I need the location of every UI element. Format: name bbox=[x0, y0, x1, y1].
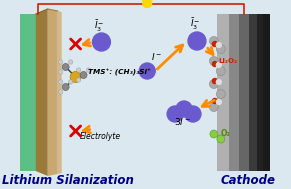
Text: Lithium Silanization: Lithium Silanization bbox=[2, 174, 134, 187]
Text: Li₂O₂: Li₂O₂ bbox=[219, 58, 238, 64]
Circle shape bbox=[58, 60, 63, 64]
Circle shape bbox=[212, 42, 217, 46]
Circle shape bbox=[68, 60, 73, 64]
Text: TMS⁺: (CH₃)₃Si⁺: TMS⁺: (CH₃)₃Si⁺ bbox=[88, 68, 150, 76]
Bar bbox=[257, 14, 262, 171]
Bar bbox=[217, 14, 229, 171]
Text: $I^-$: $I^-$ bbox=[151, 51, 162, 62]
Circle shape bbox=[188, 32, 206, 50]
Text: O₂: O₂ bbox=[221, 129, 231, 138]
Circle shape bbox=[217, 80, 221, 84]
Text: $\bar{I}_3^-$: $\bar{I}_3^-$ bbox=[94, 18, 105, 33]
Circle shape bbox=[139, 63, 155, 79]
Circle shape bbox=[217, 63, 221, 67]
Circle shape bbox=[210, 130, 218, 138]
Text: Electrolyte: Electrolyte bbox=[79, 132, 121, 141]
Circle shape bbox=[58, 90, 63, 94]
Circle shape bbox=[217, 90, 225, 98]
Circle shape bbox=[212, 61, 217, 67]
Circle shape bbox=[58, 80, 63, 84]
Bar bbox=[262, 14, 269, 171]
Circle shape bbox=[210, 102, 218, 112]
Bar bbox=[20, 14, 269, 171]
Bar bbox=[229, 14, 239, 171]
Circle shape bbox=[212, 78, 217, 84]
Text: $3I^-$: $3I^-$ bbox=[173, 116, 191, 127]
Circle shape bbox=[167, 106, 183, 122]
Polygon shape bbox=[58, 11, 62, 174]
Bar bbox=[20, 14, 36, 171]
Text: $\bar{I}_3^-$: $\bar{I}_3^-$ bbox=[190, 17, 200, 33]
Circle shape bbox=[93, 33, 110, 51]
Bar bbox=[249, 14, 257, 171]
Circle shape bbox=[86, 68, 91, 72]
Circle shape bbox=[58, 70, 63, 74]
Circle shape bbox=[217, 135, 225, 143]
Circle shape bbox=[217, 43, 221, 47]
Circle shape bbox=[185, 106, 201, 122]
Circle shape bbox=[210, 57, 218, 66]
Circle shape bbox=[210, 36, 218, 46]
Text: Cathode: Cathode bbox=[221, 174, 276, 187]
Circle shape bbox=[210, 80, 218, 88]
Circle shape bbox=[212, 98, 217, 104]
Polygon shape bbox=[36, 9, 48, 176]
Circle shape bbox=[68, 80, 73, 84]
Circle shape bbox=[62, 64, 69, 70]
Circle shape bbox=[143, 0, 152, 8]
Circle shape bbox=[70, 71, 81, 83]
Circle shape bbox=[217, 99, 221, 105]
Bar bbox=[239, 14, 249, 171]
Circle shape bbox=[80, 71, 87, 78]
Circle shape bbox=[217, 44, 225, 53]
Circle shape bbox=[217, 67, 225, 75]
Circle shape bbox=[77, 68, 81, 72]
Circle shape bbox=[77, 78, 81, 82]
Polygon shape bbox=[48, 9, 58, 176]
Circle shape bbox=[62, 84, 69, 91]
Circle shape bbox=[176, 101, 192, 117]
